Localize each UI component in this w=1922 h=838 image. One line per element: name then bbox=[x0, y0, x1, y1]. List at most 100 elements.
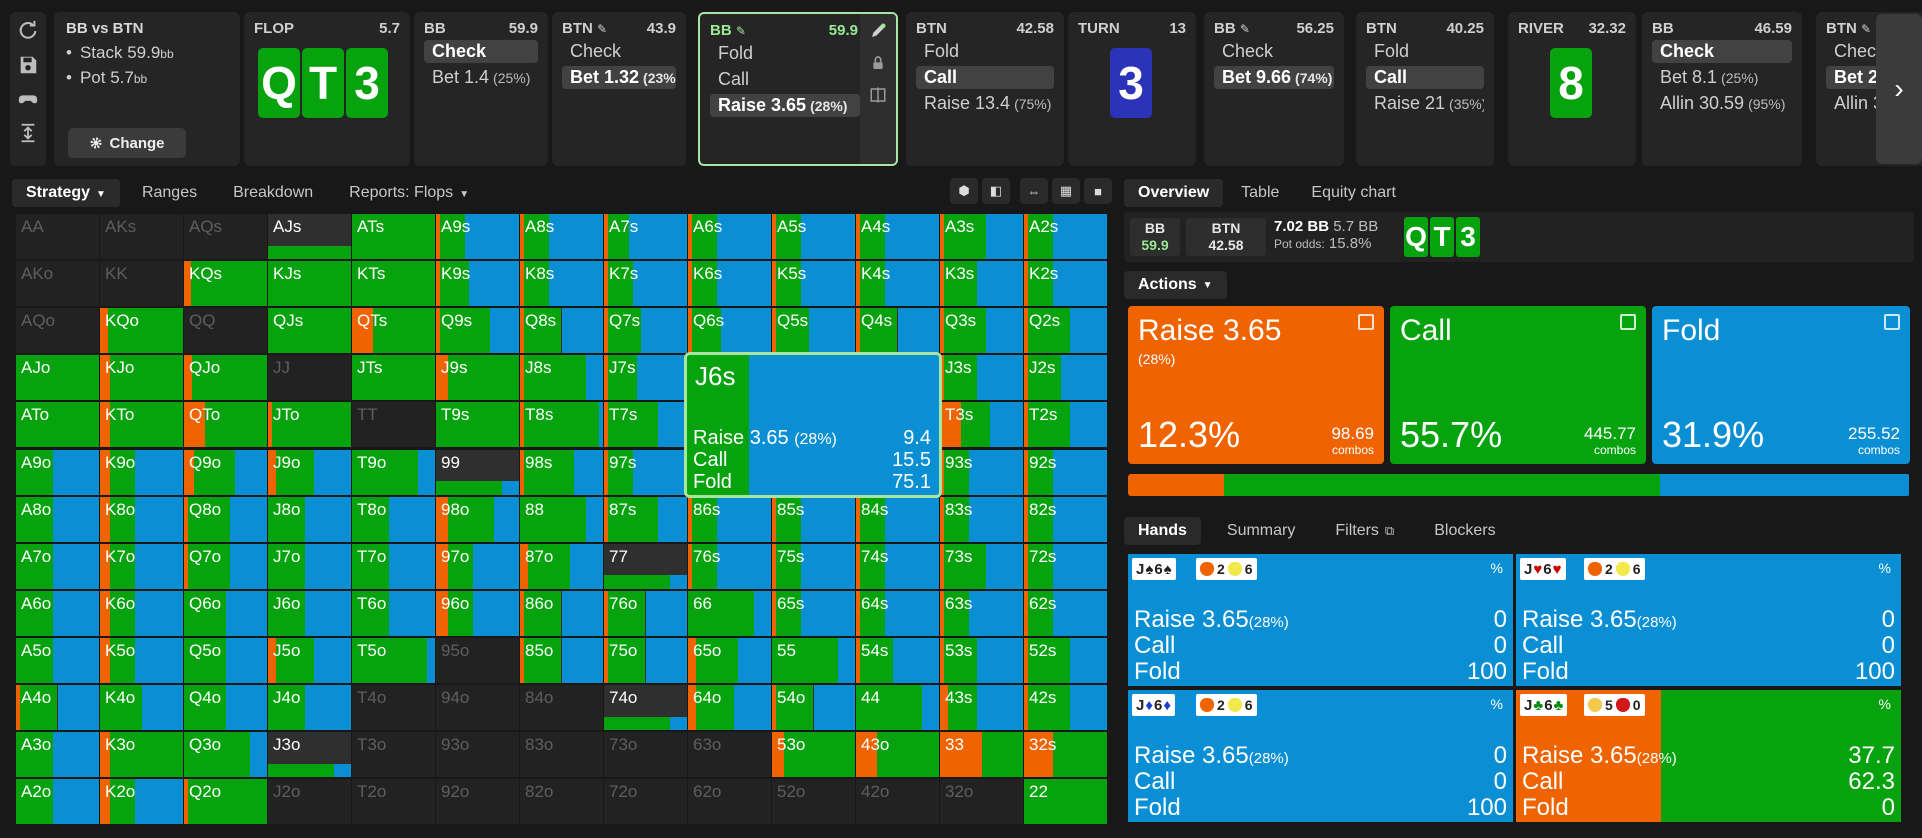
hand-cell[interactable]: T2o bbox=[352, 779, 435, 825]
hand-cell[interactable]: 98o bbox=[436, 496, 519, 542]
hand-cell[interactable]: 82o bbox=[520, 779, 603, 825]
hand-cell[interactable]: 85o bbox=[520, 637, 603, 683]
hand-cell[interactable]: A4o bbox=[16, 685, 99, 730]
hand-cell[interactable]: K2o bbox=[100, 779, 183, 825]
actions-dropdown[interactable]: Actions ▼ bbox=[1124, 271, 1227, 299]
hand-cell[interactable]: JTs bbox=[352, 355, 435, 401]
hand-cell[interactable]: K9s bbox=[436, 261, 519, 307]
hand-cell[interactable]: 72o bbox=[604, 779, 687, 825]
tab-ranges[interactable]: Ranges bbox=[141, 184, 198, 201]
tab-blockers[interactable]: Blockers bbox=[1434, 522, 1496, 539]
hand-cell[interactable]: 44 bbox=[856, 685, 939, 730]
hand-cell[interactable]: K8o bbox=[100, 496, 183, 542]
hand-cell[interactable]: 52s bbox=[1024, 637, 1107, 683]
hand-cell[interactable]: 65o bbox=[688, 637, 771, 683]
grid-view-button[interactable]: ▦ bbox=[1052, 178, 1080, 204]
hand-cell[interactable]: T7o bbox=[352, 543, 435, 589]
hand-cell[interactable]: JTo bbox=[268, 402, 351, 448]
action-box-fold[interactable]: Fold 31.9% 255.52 combos bbox=[1652, 306, 1910, 464]
decision-node-active[interactable]: BB ✎ 59.9 Fold Call Raise 3.65 (28%) bbox=[698, 12, 898, 166]
hand-cell[interactable]: T6o bbox=[352, 590, 435, 636]
hand-cell[interactable]: Q9o bbox=[184, 449, 267, 495]
hand-cell[interactable]: 84s bbox=[856, 496, 939, 542]
tab-hands[interactable]: Hands bbox=[1124, 517, 1201, 545]
hand-cell[interactable]: T2s bbox=[1024, 402, 1107, 448]
hand-cell[interactable]: 32o bbox=[940, 779, 1023, 825]
hand-cell[interactable]: T4o bbox=[352, 685, 435, 730]
hand-cell[interactable]: 33 bbox=[940, 732, 1023, 778]
hand-cell[interactable]: 75o bbox=[604, 637, 687, 683]
hand-cell[interactable]: 93o bbox=[436, 732, 519, 778]
hand-cell[interactable]: AKs bbox=[100, 214, 183, 259]
refresh-icon[interactable] bbox=[17, 20, 39, 42]
hand-cell[interactable]: 76s bbox=[688, 543, 771, 589]
hand-cell[interactable]: K7s bbox=[604, 261, 687, 307]
hand-cell[interactable]: K8s bbox=[520, 261, 603, 307]
hand-cell[interactable]: 42s bbox=[1024, 685, 1107, 730]
hand-cell[interactable]: 22 bbox=[1024, 779, 1107, 825]
hand-cell[interactable]: QTo bbox=[184, 402, 267, 448]
hand-cell[interactable]: 83s bbox=[940, 496, 1023, 542]
hand-combo-cell[interactable]: J ♣ 6 ♣ 5 0% Raise 3.65(28%) 37.7 Call 62.3 Fold 0 bbox=[1516, 690, 1901, 822]
hand-cell[interactable]: 94o bbox=[436, 685, 519, 730]
edit-icon[interactable] bbox=[869, 22, 887, 40]
hand-cell[interactable]: AQs bbox=[184, 214, 267, 259]
hand-cell[interactable]: AJo bbox=[16, 355, 99, 401]
decision-option[interactable]: Check bbox=[1222, 41, 1274, 61]
decision-option[interactable]: Fold bbox=[924, 41, 960, 61]
details-icon[interactable] bbox=[1620, 314, 1636, 330]
hand-cell[interactable]: 64o bbox=[688, 685, 771, 730]
hand-cell[interactable]: J3s bbox=[940, 355, 1023, 401]
hand-cell[interactable]: K3o bbox=[100, 732, 183, 778]
hand-cell[interactable]: Q9s bbox=[436, 308, 519, 354]
hand-cell[interactable]: 87s bbox=[604, 496, 687, 542]
hand-cell[interactable]: K6s bbox=[688, 261, 771, 307]
hand-cell[interactable]: A3s bbox=[940, 214, 1023, 259]
details-icon[interactable] bbox=[1884, 314, 1900, 330]
hand-cell[interactable]: J8o bbox=[268, 496, 351, 542]
hand-cell[interactable]: T3s bbox=[940, 402, 1023, 448]
compact-view-button[interactable]: ⇔ bbox=[1020, 178, 1048, 204]
decision-option[interactable]: Raise 21 (35%) bbox=[1374, 93, 1484, 113]
hand-cell[interactable]: KTo bbox=[100, 402, 183, 448]
hand-cell[interactable]: 95o bbox=[436, 637, 519, 683]
hand-combo-cell[interactable]: J ♠ 6 ♠ 2 6% Raise 3.65(28%) 0 Call 0 Fold 100 bbox=[1128, 554, 1513, 686]
hand-cell[interactable]: 87o bbox=[520, 543, 603, 589]
split-icon[interactable] bbox=[869, 86, 887, 104]
decision-node[interactable]: BB 59.9 Check Bet 1.4 (25%) bbox=[414, 12, 548, 166]
hand-cell[interactable]: A9s bbox=[436, 214, 519, 259]
hand-cell[interactable]: 72s bbox=[1024, 543, 1107, 589]
hand-cell[interactable]: 55 bbox=[772, 637, 855, 683]
hand-cell[interactable]: K5s bbox=[772, 261, 855, 307]
contrast-view-button[interactable]: ◧ bbox=[982, 178, 1010, 204]
hand-cell[interactable]: 82s bbox=[1024, 496, 1107, 542]
hand-cell[interactable]: 97o bbox=[436, 543, 519, 589]
gamepad-icon[interactable] bbox=[17, 88, 39, 110]
hand-cell[interactable]: 98s bbox=[520, 449, 603, 495]
hand-cell[interactable]: T8o bbox=[352, 496, 435, 542]
hand-cell[interactable]: 66 bbox=[688, 590, 771, 636]
decision-node[interactable]: BTN ✎43.9 Check Bet 1.32(23%) bbox=[552, 12, 686, 166]
hand-cell[interactable]: Q6s bbox=[688, 308, 771, 354]
hand-cell[interactable]: QQ bbox=[184, 308, 267, 354]
hand-cell[interactable]: KTs bbox=[352, 261, 435, 307]
decision-option[interactable]: Raise 3.65 (28%) bbox=[710, 94, 860, 117]
hand-cell[interactable]: T8s bbox=[520, 402, 603, 448]
hand-cell[interactable]: J7s bbox=[604, 355, 687, 401]
hand-cell[interactable]: 32s bbox=[1024, 732, 1107, 778]
hand-cell[interactable]: Q3o bbox=[184, 732, 267, 778]
decision-option[interactable]: Check bbox=[1834, 41, 1886, 61]
hand-cell[interactable]: Q8o bbox=[184, 496, 267, 542]
hand-cell[interactable]: K7o bbox=[100, 543, 183, 589]
hand-cell[interactable]: AJs bbox=[268, 214, 351, 259]
hand-cell[interactable]: KJs bbox=[268, 261, 351, 307]
hand-cell[interactable]: KJo bbox=[100, 355, 183, 401]
hand-cell[interactable]: K6o bbox=[100, 590, 183, 636]
hand-cell[interactable]: 86o bbox=[520, 590, 603, 636]
hand-cell[interactable]: A6s bbox=[688, 214, 771, 259]
hand-cell[interactable]: A5o bbox=[16, 637, 99, 683]
hand-cell[interactable]: 43o bbox=[856, 732, 939, 778]
hand-cell[interactable]: 73s bbox=[940, 543, 1023, 589]
decision-option[interactable]: Check bbox=[570, 41, 622, 61]
details-icon[interactable] bbox=[1358, 314, 1374, 330]
